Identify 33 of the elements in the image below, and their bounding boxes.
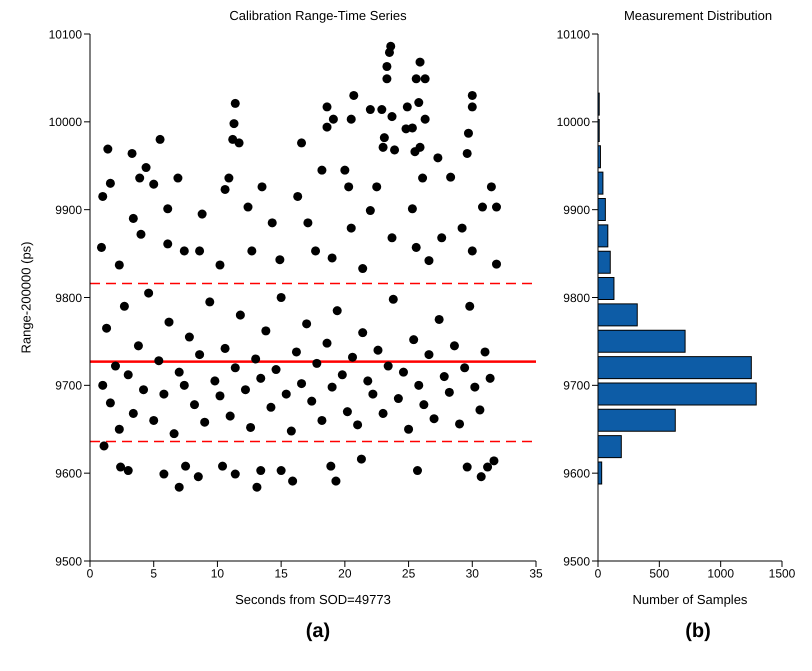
y-tick-label: 9600 xyxy=(55,466,82,480)
x-tick-label: 10 xyxy=(210,566,224,581)
chart-title: Calibration Range-Time Series xyxy=(228,8,408,25)
y-tick-label: 9900 xyxy=(563,202,590,217)
x-tick-label: 0 xyxy=(86,566,94,581)
y-tick-label: 10100 xyxy=(556,27,590,42)
y-tick-label: 9700 xyxy=(563,378,590,393)
y-tick-label: 10000 xyxy=(556,115,590,130)
x-axis-title: Number of Samples xyxy=(632,592,748,607)
x-tick-label: 30 xyxy=(466,566,480,581)
x-tick-label: 1000 xyxy=(707,566,734,581)
y-tick-label: 9700 xyxy=(55,378,82,393)
x-tick-label: 20 xyxy=(338,566,352,581)
x-tick-label: 5 xyxy=(150,566,158,581)
y-tick-label: 9500 xyxy=(55,554,82,568)
x-tick-label: 35 xyxy=(529,566,543,581)
x-tick-label: 1500 xyxy=(768,566,796,581)
y-tick-label: 9600 xyxy=(563,466,590,480)
text: (a) xyxy=(304,620,332,643)
x-tick-label: 25 xyxy=(402,566,416,581)
x-tick-label: 0 xyxy=(594,566,602,581)
x-tick-label: 500 xyxy=(649,566,670,581)
x-axis-title: Seconds from SOD=49773 xyxy=(235,592,391,607)
y-axis-title: Range-200000 (ps) xyxy=(18,241,34,354)
x-tick-label: 15 xyxy=(274,566,288,581)
chart-title: Measurement Distribution xyxy=(622,8,774,25)
y-tick-label: 9800 xyxy=(55,290,82,305)
y-tick-label: 9900 xyxy=(55,202,82,217)
text: (b) xyxy=(684,620,712,643)
y-tick-label: 9800 xyxy=(563,290,590,305)
y-tick-label: 9500 xyxy=(563,554,590,568)
y-tick-label: 10100 xyxy=(48,27,82,42)
y-tick-label: 10000 xyxy=(48,115,82,130)
